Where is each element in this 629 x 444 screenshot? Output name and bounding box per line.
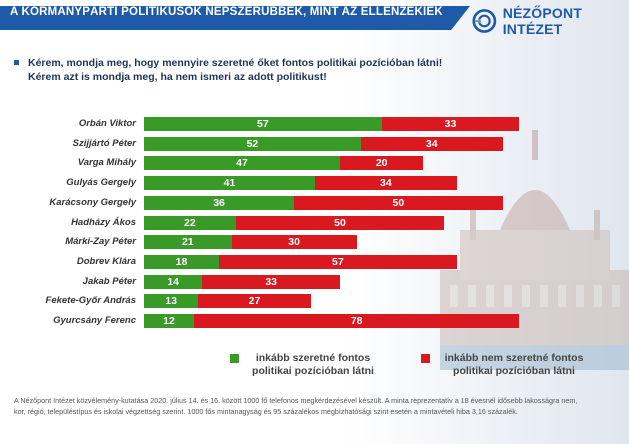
bar-segment-support: 13 [144, 294, 199, 309]
bar-segment-support: 12 [144, 314, 195, 328]
bar-segment-oppose: 20 [339, 156, 424, 171]
data-label: 34 [425, 137, 438, 150]
bar-segment-oppose: 50 [235, 215, 445, 230]
bar-segment-support: 22 [144, 215, 236, 230]
bar-segment-support: 52 [144, 136, 361, 151]
bar-segment-support: 14 [144, 274, 203, 289]
bar-segment-support: 21 [144, 235, 232, 250]
data-label: 27 [248, 295, 261, 308]
footnote-line-1: A Nézőpont Intézet közvélemény-kutatása … [14, 396, 578, 405]
data-label: 13 [165, 295, 177, 308]
category-label: Orbán Viktor [78, 118, 136, 129]
category-label: Gulyás Gergely [66, 177, 136, 189]
data-label: 22 [184, 216, 196, 229]
data-label: 57 [332, 255, 344, 268]
category-label: Jakab Péter [82, 275, 136, 287]
legend-swatch-red [421, 354, 430, 363]
bar-segment-support: 18 [144, 254, 220, 269]
legend-green-line-2: politikai pozícióban látni [252, 365, 374, 377]
bar-segment-support: 47 [144, 156, 340, 171]
data-label: 30 [288, 236, 300, 249]
parliament-building-illustration [440, 130, 629, 370]
legend-swatch-green [230, 354, 239, 363]
category-label: Márki-Zay Péter [65, 236, 136, 248]
data-label: 41 [223, 177, 236, 190]
question-line-1: Kérem, mondja meg, hogy mennyire szeretn… [28, 57, 443, 69]
data-label: 12 [163, 315, 175, 327]
nezopont-logo-icon [472, 9, 497, 33]
bar-segment-oppose: 50 [294, 195, 503, 210]
footnote: A Nézőpont Intézet közvélemény-kutatása … [14, 395, 614, 417]
category-label: Fekete-Győr András [45, 295, 136, 307]
data-label: 52 [246, 137, 259, 150]
category-label: Karácsony Gergely [49, 196, 136, 208]
category-label: Varga Mihály [77, 157, 136, 169]
category-label: Dobrev Klára [76, 255, 136, 267]
data-label: 33 [444, 118, 457, 130]
bar-segment-oppose: 34 [360, 136, 503, 151]
page-title: A KORMÁNYPÁRTI POLITIKUSOK NÉPSZERŰBBEK,… [10, 6, 443, 18]
bar-segment-oppose: 33 [202, 274, 340, 289]
data-label: 36 [213, 196, 225, 209]
data-label: 47 [236, 157, 248, 170]
question-line-2: Kérem azt is mondja meg, ha nem ismeri a… [28, 71, 327, 83]
data-label: 20 [375, 157, 388, 170]
legend-item-red: inkább nem szeretné fontos politikai poz… [421, 352, 591, 378]
footnote-line-2: kor, régió, településtípus és iskolai vé… [14, 407, 518, 416]
bar-segment-support: 57 [144, 117, 382, 131]
bar-segment-oppose: 33 [381, 117, 520, 131]
survey-question: Kérem, mondja meg, hogy mennyire szeretn… [14, 56, 534, 84]
data-label: 18 [175, 255, 188, 268]
data-label: 50 [392, 196, 405, 209]
bar-segment-oppose: 78 [194, 314, 520, 328]
data-label: 57 [257, 118, 269, 130]
data-label: 34 [380, 177, 392, 190]
bar-segment-oppose: 27 [198, 294, 311, 309]
bar-segment-oppose: 34 [314, 176, 457, 191]
legend-red-line-2: politikai pozícióban látni [453, 365, 575, 377]
bar-segment-oppose: 30 [231, 235, 357, 250]
nezopont-logo: NÉZŐPONT INTÉZET [472, 5, 629, 37]
category-label: Szijjártó Péter [72, 137, 136, 149]
legend-item-green: inkább szeretné fontos politikai pozíció… [230, 352, 380, 378]
bar-segment-oppose: 57 [219, 254, 457, 269]
data-label: 33 [265, 275, 278, 288]
data-label: 78 [350, 315, 363, 327]
data-label: 50 [334, 216, 346, 229]
bar-segment-support: 36 [144, 195, 295, 210]
category-label: Hadházy Ákos [71, 216, 136, 228]
legend-red-line-1: inkább nem szeretné fontos [444, 352, 584, 364]
bar-segment-support: 41 [144, 176, 315, 191]
data-label: 14 [167, 275, 180, 288]
header-banner [0, 6, 470, 30]
legend-green-line-1: inkább szeretné fontos [255, 352, 371, 364]
data-label: 21 [181, 236, 194, 249]
category-label: Gyurcsány Ferenc [53, 315, 136, 326]
question-bullet-icon [14, 60, 19, 65]
logo-text: NÉZŐPONT INTÉZET [502, 5, 583, 37]
